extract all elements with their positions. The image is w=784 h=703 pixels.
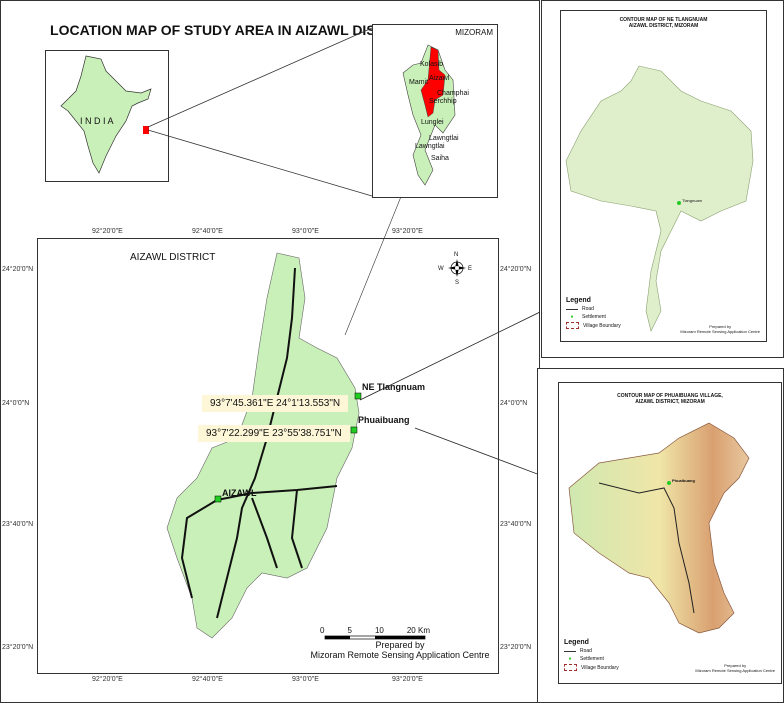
settlement-label: Phuaibuang: [672, 478, 695, 483]
india-label: I N D I A: [80, 116, 114, 126]
tick-left: 23°40'0"N: [2, 521, 34, 528]
credit-line: Prepared by: [724, 663, 747, 668]
mizoram-label: MIZORAM: [455, 28, 493, 37]
district-map-title: AIZAWL DISTRICT: [130, 252, 216, 263]
coord-box-phuaibuang: 93°7'22.299"E 23°55'38.751"N: [198, 425, 350, 442]
contour-ne-credit: Prepared by Mizoram Remote Sensing Appli…: [680, 324, 760, 334]
mizoram-highlight: [143, 126, 149, 134]
tick-bottom: 92°40'0"E: [192, 676, 223, 683]
legend-label: Village Boundary: [581, 664, 619, 671]
legend-item-boundary: Village Boundary: [566, 322, 621, 329]
place-label-aizawl: AIZAWL: [222, 488, 257, 498]
mizoram-inset: MIZORAM Kolasib Aizawl Mamit Champhai Se…: [372, 24, 498, 198]
district-label: Saiha: [431, 155, 449, 162]
legend-item-road: Road: [564, 648, 619, 654]
tick-right: 24°0'0"N: [500, 400, 528, 407]
aizawl-district-map: [166, 252, 466, 640]
district-label: Aizawl: [429, 75, 450, 82]
india-inset: I N D I A: [45, 50, 169, 182]
legend-title: Legend: [566, 297, 591, 304]
title-line: AIZAWL DISTRICT, MIZORAM: [628, 23, 699, 29]
contour-ph-title: CONTOUR MAP OF PHUAIBUANG VILLAGE, AIZAW…: [559, 393, 781, 405]
contour-ne-terrain: [565, 65, 754, 332]
credit-line: Mizoram Remote Sensing Application Centr…: [680, 329, 760, 334]
contour-ne-title: CONTOUR MAP OF NE TLANGNUAM AIZAWL DISTR…: [561, 17, 766, 29]
title-line: CONTOUR MAP OF PHUAIBUANG VILLAGE,: [617, 393, 723, 399]
credit-line: Prepared by: [709, 324, 732, 329]
district-label: Lunglei: [421, 119, 444, 126]
scale-bar: [324, 635, 426, 640]
district-map-frame: [37, 238, 499, 674]
north-label: N: [454, 252, 459, 258]
legend: Legend Road ● Settlement Village Boundary: [566, 297, 621, 329]
credit: Prepared by Mizoram Remote Sensing Appli…: [300, 640, 500, 660]
tick-bottom: 92°20'0"E: [92, 676, 123, 683]
scale-label: 10: [374, 626, 384, 635]
credit-line: Mizoram Remote Sensing Application Centr…: [695, 668, 775, 673]
legend-label: Road: [582, 306, 594, 312]
tick-left: 23°20'0"N: [2, 644, 34, 651]
coord-box-ne-tlangnuam: 93°7'45.361"E 24°1'13.553"N: [202, 395, 349, 412]
east-label: E: [468, 266, 473, 272]
tick-right: 23°40'0"N: [500, 521, 532, 528]
district-label: Serchhip: [429, 98, 457, 105]
scale-label: 0: [320, 626, 325, 635]
scale-labels: 0 5 10 20 Km: [320, 626, 430, 635]
legend-item-boundary: Village Boundary: [564, 664, 619, 671]
west-label: W: [438, 266, 444, 272]
contour-ph-terrain: [568, 422, 750, 634]
north-arrow-icon: [448, 259, 466, 277]
tick-left: 24°20'0"N: [2, 266, 34, 273]
legend-label: Settlement: [580, 656, 604, 662]
tick-right: 23°20'0"N: [500, 644, 532, 651]
contour-ph-credit: Prepared by Mizoram Remote Sensing Appli…: [695, 663, 775, 673]
mizoram-map: [402, 44, 456, 186]
tick-top: 93°0'0"E: [292, 228, 319, 235]
tick-top: 92°20'0"E: [92, 228, 123, 235]
tick-right: 24°20'0"N: [500, 266, 532, 273]
tick-top: 93°20'0"E: [392, 228, 423, 235]
legend: Legend Road ● Settlement Village Boundary: [564, 639, 619, 671]
tick-left: 24°0'0"N: [2, 400, 30, 407]
tick-bottom: 93°20'0"E: [392, 676, 423, 683]
legend-label: Settlement: [582, 314, 606, 320]
ne-tlangnuam-marker: [354, 392, 362, 400]
place-label-ne-tlangnuam: NE Tlangnuam: [362, 382, 426, 392]
tick-top: 92°40'0"E: [192, 228, 223, 235]
legend-label: Road: [580, 648, 592, 654]
phuaibuang-marker: [350, 426, 358, 434]
scale-label: 20 Km: [406, 626, 430, 635]
title-line: CONTOUR MAP OF NE TLANGNUAM: [619, 17, 708, 23]
legend-item-settlement: ● Settlement: [568, 656, 604, 662]
district-label: Champhai: [437, 90, 469, 97]
district-label: Lawngtlai: [415, 143, 445, 150]
india-map: [60, 55, 152, 174]
credit-line: Mizoram Remote Sensing Application Centr…: [310, 650, 490, 660]
place-label-phuaibuang: Phuaibuang: [358, 415, 410, 425]
district-label: Lawngtlai: [429, 135, 459, 142]
tick-bottom: 93°0'0"E: [292, 676, 319, 683]
legend-item-road: Road: [566, 306, 621, 312]
district-label: Mamit: [409, 79, 429, 86]
south-label: S: [455, 280, 460, 286]
title-line: AIZAWL DISTRICT, MIZORAM: [635, 399, 705, 405]
scale-label: 5: [347, 626, 352, 635]
district-label: Kolasib: [420, 61, 443, 68]
contour-ne-frame: CONTOUR MAP OF NE TLANGNUAM AIZAWL DISTR…: [560, 10, 767, 342]
credit-line: Prepared by: [375, 640, 425, 650]
legend-item-settlement: ● Settlement: [570, 314, 606, 320]
contour-ph-frame: CONTOUR MAP OF PHUAIBUANG VILLAGE, AIZAW…: [558, 382, 782, 684]
settlement-label: Tlangnuam: [682, 198, 703, 203]
legend-title: Legend: [564, 639, 589, 646]
legend-label: Village Boundary: [583, 322, 621, 329]
